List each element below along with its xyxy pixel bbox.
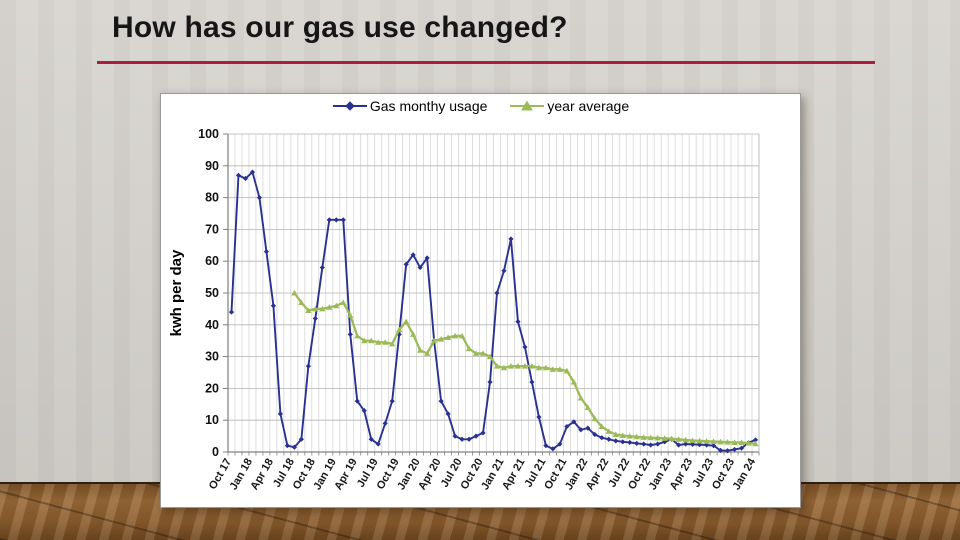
page-title: How has our gas use changed? bbox=[112, 11, 568, 44]
chart-panel: 0 10 20 30 40 50 60 70 80 90 100 Oct 17 Jan 18 Apr 18… bbox=[160, 93, 801, 508]
chart-legend: Gas monthy usage year average bbox=[161, 98, 800, 114]
svg-text:10: 10 bbox=[205, 413, 219, 427]
legend-item-gas-monthly: Gas monthy usage bbox=[332, 98, 488, 114]
svg-text:100: 100 bbox=[198, 127, 219, 141]
title-underline bbox=[97, 61, 875, 64]
y-axis-tick-labels: 0 10 20 30 40 50 60 70 80 90 100 bbox=[198, 127, 219, 459]
svg-text:60: 60 bbox=[205, 254, 219, 268]
legend-label-gas-monthly: Gas monthy usage bbox=[369, 98, 488, 114]
svg-text:0: 0 bbox=[212, 445, 219, 459]
legend-line-diamond-icon bbox=[332, 101, 367, 111]
svg-text:90: 90 bbox=[205, 159, 219, 173]
y-gridlines bbox=[223, 133, 759, 453]
series-year-average-line bbox=[291, 289, 759, 447]
svg-text:70: 70 bbox=[205, 222, 219, 236]
svg-text:20: 20 bbox=[205, 381, 219, 395]
svg-text:80: 80 bbox=[205, 191, 219, 205]
legend-label-year-average: year average bbox=[547, 98, 630, 114]
svg-text:30: 30 bbox=[205, 350, 219, 364]
x-axis-ticks bbox=[227, 452, 760, 456]
legend-line-triangle-icon bbox=[510, 100, 545, 111]
legend-item-year-average: year average bbox=[509, 98, 629, 114]
svg-text:40: 40 bbox=[205, 318, 219, 332]
y-axis-title: kwh per day bbox=[168, 249, 185, 336]
svg-text:50: 50 bbox=[205, 286, 219, 300]
